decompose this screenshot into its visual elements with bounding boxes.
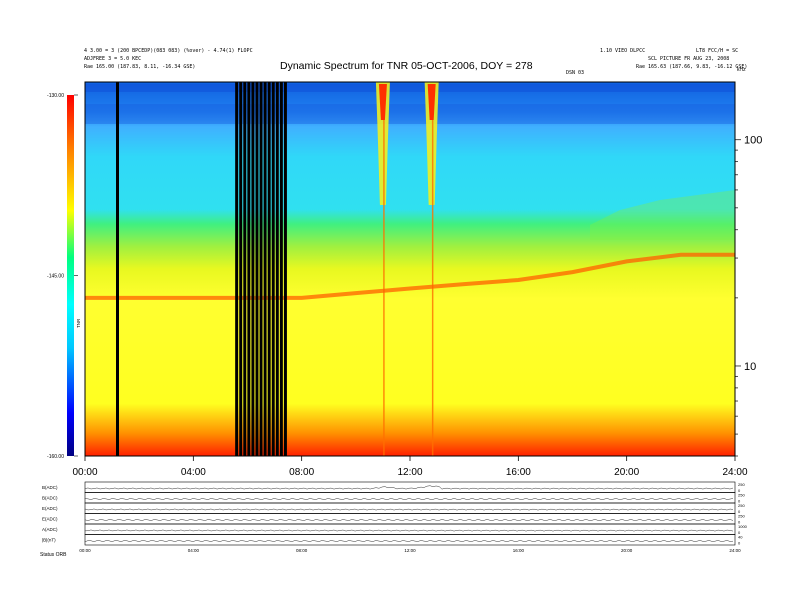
header-right-line3: SCL PICTURE FR AUG 23, 2008 (648, 56, 730, 62)
data-gap (243, 82, 247, 456)
y-tick-label: 10 (744, 361, 756, 373)
data-gap (283, 82, 287, 456)
x-tick-label: 08:00 (289, 467, 314, 478)
x-tick-label: 24:00 (722, 467, 747, 478)
data-gap (116, 82, 119, 456)
data-gap (275, 82, 279, 456)
panel-label: B(ADC) (42, 496, 58, 501)
panel-x-tick-label: 12:00 (404, 548, 416, 553)
colorbar-tick-label: -160.00 (47, 454, 64, 460)
data-gap (235, 82, 239, 456)
burst-envelope (424, 82, 439, 205)
panel-frame (84, 523, 736, 535)
burst-core (378, 84, 387, 120)
panel-x-tick-label: 00:00 (79, 548, 91, 553)
footer-status: Status ORB (40, 552, 67, 558)
header-right-line2: LT8 FCC/H = SC (696, 48, 739, 54)
spectrum-top-band (85, 84, 735, 92)
panel-frame (84, 513, 736, 525)
colorbar-tick-label: -130.00 (47, 93, 64, 99)
panel-tick-label: 0 (738, 488, 741, 493)
y-tick-label: 100 (744, 135, 762, 147)
panel-trace (84, 540, 734, 542)
panel-x-tick-label: 16:00 (513, 548, 525, 553)
panel-label: |B|(nT) (42, 538, 56, 543)
header-right-line1: 1.10 VIEO DLPCC (600, 48, 646, 54)
panel-tick-label: 0 (738, 509, 741, 514)
colorbar (67, 95, 74, 456)
panel-tick-label: 250 (738, 482, 745, 487)
x-tick-label: 00:00 (72, 467, 97, 478)
panel-tick-label: 1000 (738, 524, 748, 529)
panel-x-tick-label: 20:00 (621, 548, 633, 553)
x-tick-label: 12:00 (397, 467, 422, 478)
colorbar-tick-label: -145.00 (47, 274, 64, 280)
panel-trace (84, 485, 734, 490)
data-gap (251, 82, 255, 456)
data-gap (259, 82, 263, 456)
data-gap (267, 82, 271, 456)
header-left-line1: 4 3.00 = 3 (200 BPCEDP)(083 083) (%over)… (84, 48, 253, 54)
panel-frame (84, 534, 736, 546)
header-left-line3: Rae 165.00 (187.83, 8.11, -16.34 GSE) (84, 64, 196, 70)
panel-trace (84, 498, 734, 500)
data-gap (239, 82, 243, 456)
spectrum-upper-band (85, 104, 735, 124)
panel-tick-label: 250 (738, 503, 745, 508)
panel-x-tick-label: 24:00 (729, 548, 741, 553)
panel-tick-label: 0 (738, 541, 741, 546)
panel-tick-label: 0 (738, 499, 741, 504)
x-tick-label: 20:00 (614, 467, 639, 478)
panel-x-tick-label: 04:00 (188, 548, 200, 553)
panel-trace (84, 508, 734, 511)
x-tick-label: 04:00 (181, 467, 206, 478)
burst-envelope (375, 82, 390, 205)
panel-tick-label: 40 (738, 535, 743, 540)
data-gap (255, 82, 259, 456)
panel-tick-label: 0 (738, 530, 741, 535)
chart-title: Dynamic Spectrum for TNR 05-OCT-2006, DO… (280, 60, 533, 72)
x-tick-label: 16:00 (506, 467, 531, 478)
panel-x-tick-label: 08:00 (296, 548, 308, 553)
data-gap (263, 82, 267, 456)
header-right-mid: DSN 03 (566, 70, 585, 76)
colorbar-label: TNR (76, 318, 81, 328)
data-gap (279, 82, 283, 456)
spectrum-background (85, 82, 735, 456)
panel-tick-label: 250 (738, 514, 745, 519)
data-gap (271, 82, 275, 456)
panel-frame (84, 502, 736, 514)
panel-label: E(ADC) (42, 517, 58, 522)
panel-frame (84, 481, 736, 493)
panel-trace (84, 519, 734, 521)
spectrum-late-green (590, 190, 735, 240)
header-right-line4: Rae 165.63 (187.66, 9.83, -16.12 GSE) (636, 64, 748, 70)
panel-frame (84, 492, 736, 504)
y-unit-label: kHz (737, 67, 746, 73)
panel-trace (84, 529, 734, 532)
panel-label: B(ADC) (42, 485, 58, 490)
burst-core (427, 84, 436, 120)
header-left-line2: ADJFREE 3 = 5.0 KEC (84, 56, 142, 62)
panel-tick-label: 250 (738, 493, 745, 498)
panel-label: E(ADC) (42, 506, 58, 511)
panel-label: A(ADC) (42, 527, 58, 532)
panel-tick-label: 0 (738, 520, 741, 525)
data-gap (247, 82, 251, 456)
